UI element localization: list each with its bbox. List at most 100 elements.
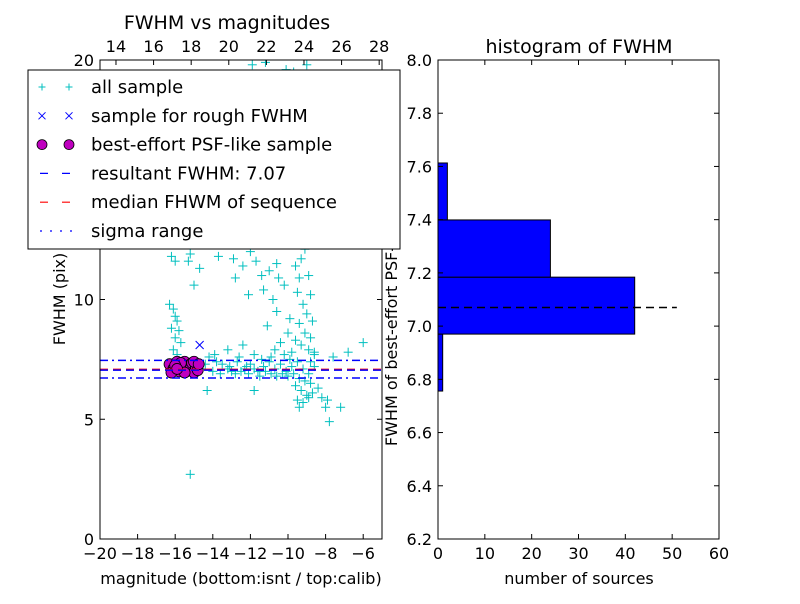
all-sample-point [172,316,182,326]
all-sample-point [245,359,255,369]
y-tick-label: 0 [84,530,94,549]
all-sample-point [257,354,267,364]
legend-entry: median FHWM of sequence [40,192,337,213]
y-tick-label: 6.6 [407,424,432,443]
all-sample-point [324,417,334,427]
y-tick-label: 7.0 [407,317,432,336]
all-sample-point [213,251,223,261]
all-sample-point [317,393,327,403]
histogram-bar [437,162,448,221]
all-sample-point [296,340,306,350]
y-tick-label: 20 [74,51,94,70]
top-x-tick-label: 26 [331,37,351,56]
all-sample-point [274,273,284,283]
all-sample-point [304,271,314,281]
all-sample-point [296,254,306,264]
all-sample-point [283,328,293,338]
all-sample-point [292,287,302,297]
all-sample-point [283,371,293,381]
all-sample-point [183,256,193,266]
all-sample-point [306,357,316,367]
all-sample-point [298,397,308,407]
all-sample-point [236,366,246,376]
all-sample-point [208,366,218,376]
all-sample-point [255,371,265,381]
rough-sample-point [195,340,204,350]
all-sample-point [195,263,205,273]
y-tick-label: 7.6 [407,157,432,176]
histogram-bar [437,219,551,278]
all-sample-point [262,321,272,331]
all-sample-point [238,340,248,350]
y-tick-label: 6.2 [407,530,432,549]
all-sample-point [202,386,212,396]
all-sample-point [336,402,346,412]
y-tick-label: 7.8 [407,104,432,123]
y-tick-label: 5 [84,410,94,429]
all-sample-point [287,347,297,357]
top-x-tick-label: 18 [181,37,201,56]
legend-label: best-effort PSF-like sample [91,135,332,156]
all-sample-point [212,357,222,367]
all-sample-point [259,285,269,295]
x-tick-label: 30 [568,544,588,563]
x-icon [65,111,73,120]
all-sample-point [185,469,195,479]
all-sample-point [309,347,319,357]
all-sample-point [228,254,238,264]
x-tick-label: 0 [433,544,443,563]
all-sample-point [285,354,295,364]
all-sample-point [251,256,261,266]
x-tick-label: −16 [158,544,192,563]
all-sample-point [292,395,302,405]
y-tick-label: 7.2 [407,264,432,283]
all-sample-point [296,386,306,396]
all-sample-point [294,402,304,412]
x-tick-label: −14 [196,544,230,563]
all-sample-point [302,390,312,400]
all-sample-point [165,299,175,309]
left-x-axis-label: magnitude (bottom:isnt / top:calib) [100,569,381,588]
cross-b [38,111,46,120]
all-sample-point [230,273,240,283]
all-sample-point [247,60,257,70]
all-sample-point [321,402,331,412]
all-sample-point [289,369,299,379]
top-x-tick-label: 16 [143,37,163,56]
all-sample-point [294,318,304,328]
all-sample-point [322,395,332,405]
top-x-tick-label: 22 [256,37,276,56]
all-sample-point [249,386,259,396]
x-tick-label: −8 [314,544,338,563]
all-sample-point [217,359,227,369]
y-tick-label: 6.4 [407,477,432,496]
y-tick-label: 10 [74,291,94,310]
all-sample-point [253,366,263,376]
all-sample-point [343,347,353,357]
all-sample-point [302,309,312,319]
all-sample-point [238,261,248,271]
histogram-bar [437,333,444,392]
all-sample-point [291,335,301,345]
all-sample-point [260,60,270,67]
all-sample-point [306,378,316,388]
all-sample-point [306,333,316,343]
all-sample-point [185,249,195,259]
x-tick-label: 60 [709,544,729,563]
all-sample-point [210,350,220,360]
all-sample-point [298,299,308,309]
cross-b [65,111,73,120]
top-x-tick-label: 20 [219,37,239,56]
x-tick-label: −20 [83,544,117,563]
all-sample-point [225,362,235,372]
legend-entry: sample for rough FWHM [38,106,308,127]
all-sample-point [166,323,176,333]
circle-icon [63,139,75,151]
legend-entry: all sample [38,77,183,98]
legend-entry: resultant FWHM: 7.07 [40,163,286,184]
top-x-tick-label: 14 [106,37,126,56]
plus-icon [38,83,46,91]
legend-entry: sigma range [40,221,203,242]
y-tick-label: 8.0 [407,51,432,70]
all-sample-point [279,350,289,360]
